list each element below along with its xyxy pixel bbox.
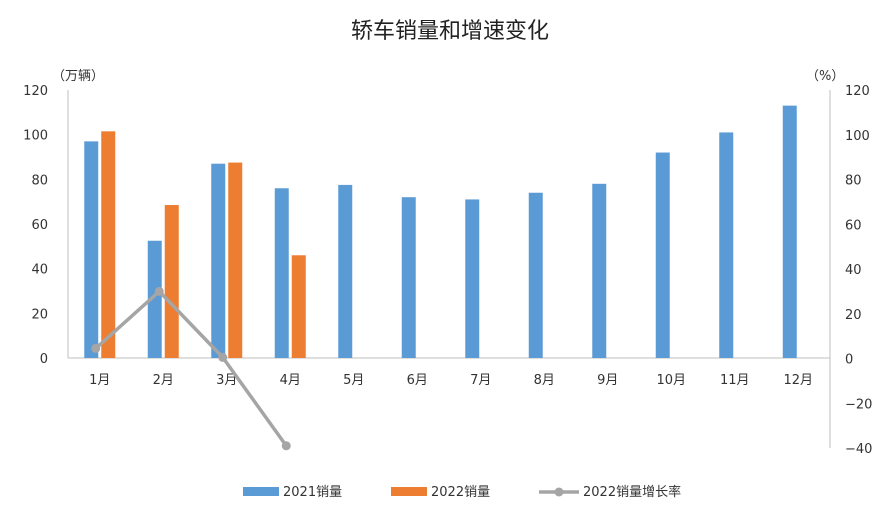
right-tick-label: 60 (845, 218, 862, 233)
right-tick-label: 120 (845, 84, 870, 99)
plot-area: 0 20 40 60 80 100 120 −40 −20 0 20 40 60 80 100 120 1月 2月… (23, 84, 872, 457)
bar-2021销量 (211, 163, 226, 358)
left-tick-label: 80 (31, 173, 48, 188)
x-tick-label: 10月 (656, 373, 686, 388)
point-2022销量增长率 (91, 343, 101, 353)
bar-2021销量 (528, 192, 543, 358)
right-tick-label: 0 (845, 353, 853, 368)
x-tick-label: 12月 (783, 373, 813, 388)
point-2022销量增长率 (154, 286, 164, 296)
chart-title: 轿车销量和增速变化 (351, 19, 549, 44)
right-axis-unit: （%） (806, 69, 844, 84)
right-tick-label: −20 (845, 397, 872, 412)
legend-label: 2022销量 (431, 485, 490, 500)
bar-2022销量 (228, 162, 243, 358)
bar-2021销量 (274, 188, 289, 358)
x-tick-label: 2月 (153, 373, 174, 388)
left-tick-label: 20 (31, 307, 48, 322)
legend-marker-2022销量增长率 (554, 487, 564, 497)
bar-2021销量 (655, 152, 670, 358)
bar-2021销量 (465, 199, 480, 358)
left-tick-label: 40 (31, 263, 48, 278)
x-tick-label: 6月 (407, 373, 428, 388)
legend: 2021销量 2022销量 2022销量增长率 (243, 484, 681, 500)
left-axis-unit: （万辆） (52, 69, 104, 84)
bar-2021销量 (147, 240, 162, 358)
right-tick-label: 20 (845, 308, 862, 323)
x-tick-label: 1月 (89, 373, 110, 388)
right-tick-label: −40 (845, 442, 872, 457)
right-tick-label: 100 (845, 129, 870, 144)
line-2022销量增长率 (94, 289, 288, 447)
bar-2022销量 (291, 255, 306, 358)
legend-swatch-2021销量 (243, 487, 279, 496)
x-tick-label: 9月 (597, 373, 618, 388)
x-tick-label: 11月 (720, 373, 750, 388)
left-tick-label: 100 (23, 129, 48, 144)
bar-2021销量 (782, 105, 797, 358)
right-tick-label: 80 (845, 174, 862, 189)
bar-2021销量 (592, 183, 607, 358)
x-tick-label: 5月 (343, 373, 364, 388)
bar-2022销量 (101, 131, 116, 358)
x-tick-label: 8月 (534, 373, 555, 388)
x-tick-label: 4月 (280, 373, 301, 388)
bar-2021销量 (84, 141, 99, 358)
left-tick-label: 60 (31, 218, 48, 233)
x-tick-label: 3月 (216, 373, 237, 388)
point-2022销量增长率 (218, 352, 228, 362)
point-2022销量增长率 (281, 441, 291, 451)
legend-label: 2021销量 (283, 485, 342, 500)
bar-2021销量 (338, 184, 353, 358)
left-tick-label: 120 (23, 84, 48, 99)
bar-2021销量 (719, 132, 734, 358)
bar-2022销量 (164, 205, 179, 358)
left-tick-label: 0 (40, 352, 48, 367)
x-tick-label: 7月 (470, 373, 491, 388)
legend-label: 2022销量增长率 (583, 484, 681, 500)
bar-2021销量 (401, 197, 416, 358)
legend-swatch-2022销量 (391, 487, 427, 496)
right-tick-label: 40 (845, 263, 862, 278)
